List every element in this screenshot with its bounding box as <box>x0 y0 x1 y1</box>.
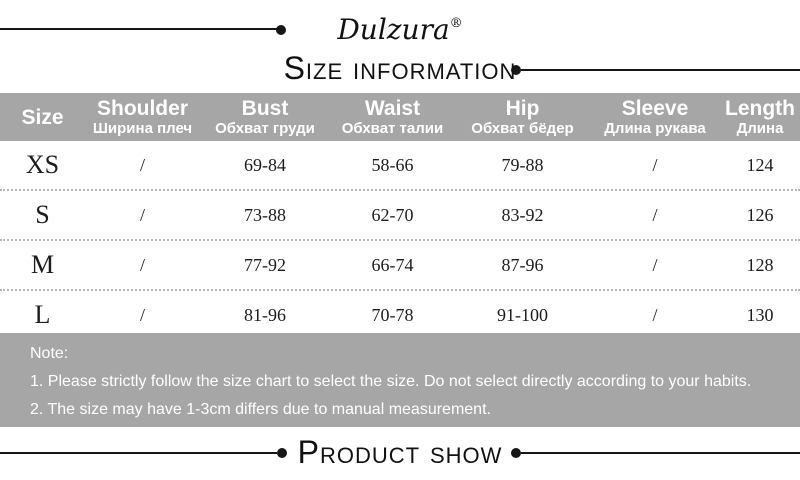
column-header-hip: Hip Обхват бёдер <box>455 93 590 141</box>
table-row-l: L / 81-96 70-78 91-100 / 130 <box>0 291 800 339</box>
column-header-length: Length Длина <box>720 93 800 141</box>
section-title-product-show: Product Show <box>297 434 503 470</box>
cell-xs-shoulder: / <box>139 154 145 175</box>
cell-l-bust: 81-96 <box>244 304 286 325</box>
decor-line-top-left <box>0 28 277 30</box>
cell-s-shoulder: / <box>139 204 145 225</box>
cell-m-waist: 66-74 <box>371 254 414 275</box>
cell-l-hip: 91-100 <box>497 304 548 325</box>
note-heading: Note: <box>30 345 69 362</box>
table-row-m: M / 77-92 66-74 87-96 / 128 <box>0 241 800 291</box>
decor-line-top-right <box>521 69 800 71</box>
brand-logo: Dulzura® <box>0 4 800 50</box>
cell-l-waist: 70-78 <box>371 304 414 325</box>
decor-dot-top-left <box>276 25 286 35</box>
column-header-sleeve-ru: Длина рукава <box>604 120 706 137</box>
column-header-length-ru: Длина <box>736 120 784 137</box>
decor-line-bottom-right <box>521 452 800 454</box>
cell-xs-waist: 58-66 <box>371 154 414 175</box>
cell-m-shoulder: / <box>139 254 145 275</box>
table-row-s: S / 73-88 62-70 83-92 / 126 <box>0 191 800 241</box>
cell-l-sleeve: / <box>652 304 658 325</box>
cell-xs-sleeve: / <box>652 154 658 175</box>
cell-m-length: 128 <box>746 254 774 275</box>
cell-s-bust: 73-88 <box>244 204 286 225</box>
cell-l-length: 130 <box>746 304 774 325</box>
cell-l-size: L <box>34 300 51 329</box>
cell-s-length: 126 <box>746 204 774 225</box>
column-header-shoulder: Shoulder Ширина плеч <box>85 93 200 141</box>
cell-xs-bust: 69-84 <box>244 154 286 175</box>
decor-dot-top-right <box>511 65 521 75</box>
decor-line-bottom-left <box>0 452 277 454</box>
column-header-sleeve-en: Sleeve <box>621 97 689 120</box>
column-header-sleeve: Sleeve Длина рукава <box>590 93 720 141</box>
cell-s-waist: 62-70 <box>371 204 414 225</box>
column-header-hip-ru: Обхват бёдер <box>471 120 574 137</box>
cell-xs-length: 124 <box>746 154 774 175</box>
column-header-waist-ru: Обхват талии <box>341 120 444 137</box>
cell-m-size: M <box>30 250 55 279</box>
note-line-2: 2. The size may have 1-3cm differs due t… <box>30 401 491 418</box>
cell-s-sleeve: / <box>652 204 658 225</box>
column-header-size-en: Size <box>21 105 64 129</box>
cell-xs-hip: 79-88 <box>501 154 544 175</box>
column-header-bust-en: Bust <box>241 97 289 120</box>
column-header-size: Size <box>0 93 85 141</box>
column-header-length-en: Length <box>725 97 795 120</box>
cell-m-bust: 77-92 <box>244 254 286 275</box>
cell-m-sleeve: / <box>652 254 658 275</box>
decor-dot-bottom-right <box>511 448 521 458</box>
column-header-waist: Waist Обхват талии <box>330 93 455 141</box>
column-header-shoulder-ru: Ширина плеч <box>92 120 193 137</box>
cell-m-hip: 87-96 <box>501 254 544 275</box>
column-header-waist-en: Waist <box>364 97 421 120</box>
section-title-size-information: Size Information <box>283 50 517 86</box>
cell-s-hip: 83-92 <box>501 204 544 225</box>
column-header-hip-en: Hip <box>505 97 540 120</box>
cell-xs-size: XS <box>25 150 60 179</box>
note-line-1: 1. Please strictly follow the size chart… <box>30 373 752 390</box>
decor-dot-bottom-left <box>277 448 287 458</box>
size-table-header-row: Size Shoulder Ширина плеч Bust Обхват гр… <box>0 93 800 141</box>
cell-s-size: S <box>35 200 50 229</box>
registered-trademark-symbol: ® <box>449 16 463 31</box>
column-header-shoulder-en: Shoulder <box>96 97 188 120</box>
note-box: Note: 1. Please strictly follow the size… <box>0 333 800 427</box>
size-table: Size Shoulder Ширина плеч Bust Обхват гр… <box>0 93 800 339</box>
column-header-bust-ru: Обхват груди <box>215 120 315 137</box>
cell-l-shoulder: / <box>139 304 145 325</box>
brand-name: Dulzura <box>337 13 450 46</box>
table-row-xs: XS / 69-84 58-66 79-88 / 124 <box>0 141 800 191</box>
column-header-bust: Bust Обхват груди <box>200 93 330 141</box>
